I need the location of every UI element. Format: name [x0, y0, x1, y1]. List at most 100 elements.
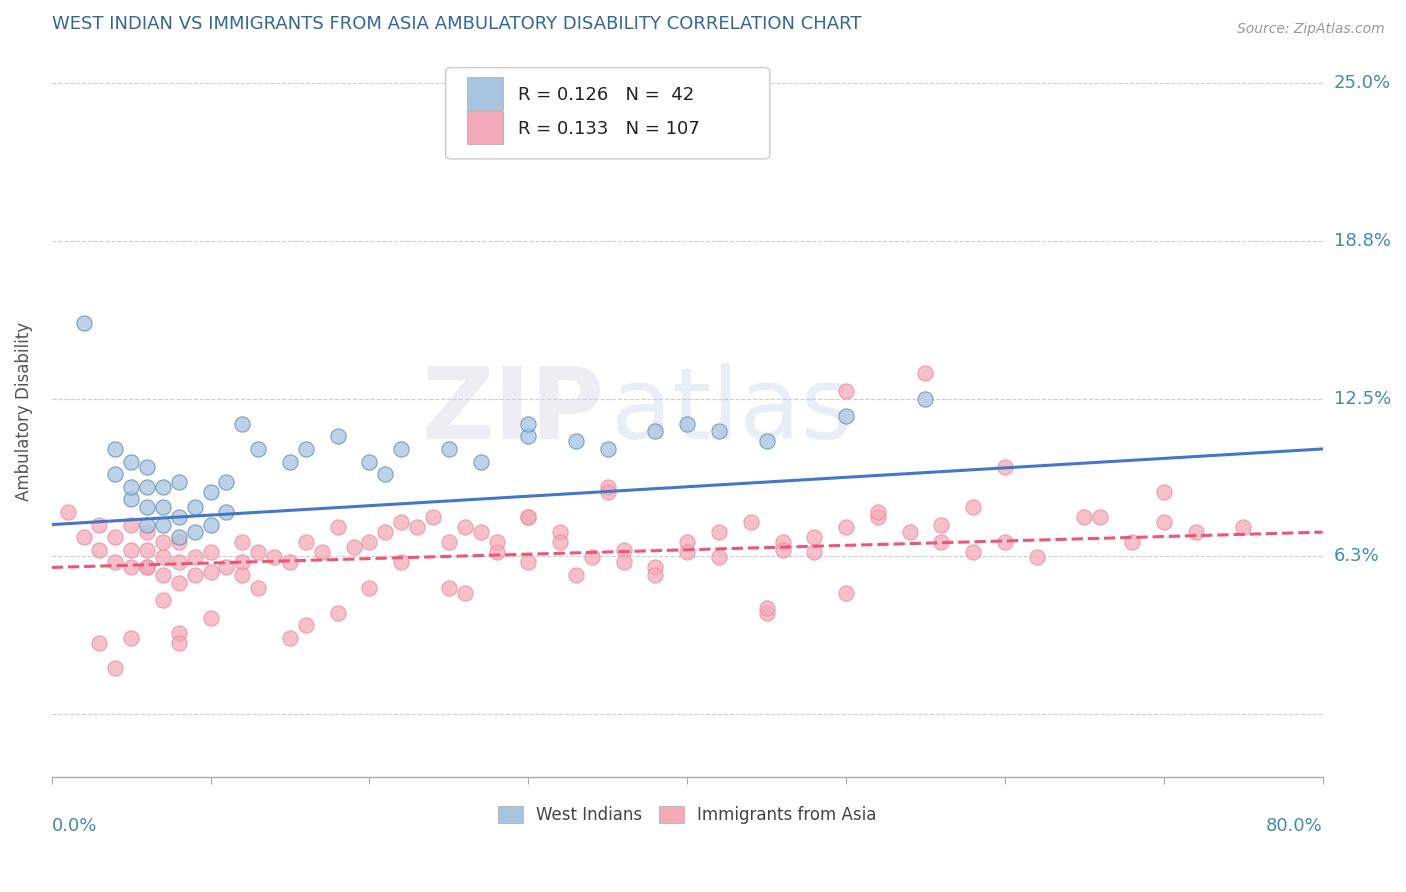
Point — [247, 581, 270, 595]
Point — [406, 520, 429, 534]
Point — [167, 530, 190, 544]
Y-axis label: Ambulatory Disability: Ambulatory Disability — [15, 322, 32, 500]
Point — [1073, 510, 1095, 524]
Point — [72, 316, 94, 330]
Point — [517, 510, 540, 524]
Point — [1153, 515, 1175, 529]
Point — [422, 510, 444, 524]
Text: 0.0%: 0.0% — [52, 817, 97, 835]
Point — [56, 505, 79, 519]
Text: atlas: atlas — [612, 363, 852, 459]
Point — [707, 550, 730, 565]
Point — [565, 434, 588, 449]
Point — [120, 454, 142, 468]
Point — [104, 467, 127, 482]
Point — [359, 454, 381, 468]
Point — [152, 550, 174, 565]
Point — [1121, 535, 1143, 549]
Point — [565, 568, 588, 582]
Point — [866, 505, 889, 519]
Point — [914, 367, 936, 381]
Point — [772, 542, 794, 557]
Point — [231, 417, 253, 431]
Point — [342, 541, 364, 555]
Point — [835, 409, 858, 424]
Point — [120, 542, 142, 557]
Point — [120, 517, 142, 532]
Point — [200, 484, 222, 499]
Point — [644, 425, 666, 439]
Point — [152, 593, 174, 607]
FancyBboxPatch shape — [467, 112, 503, 145]
Point — [120, 480, 142, 494]
Point — [167, 535, 190, 549]
Point — [914, 392, 936, 406]
Point — [136, 500, 159, 514]
Point — [295, 442, 318, 456]
Point — [89, 542, 111, 557]
Point — [120, 631, 142, 645]
Point — [136, 560, 159, 574]
Point — [437, 581, 460, 595]
Point — [359, 581, 381, 595]
Point — [454, 585, 477, 599]
Point — [755, 600, 778, 615]
Point — [152, 480, 174, 494]
Point — [200, 517, 222, 532]
Point — [215, 475, 238, 489]
Point — [755, 606, 778, 620]
Point — [962, 545, 984, 559]
Point — [931, 517, 953, 532]
Point — [1090, 510, 1112, 524]
Point — [136, 480, 159, 494]
Point — [167, 555, 190, 569]
Point — [278, 631, 301, 645]
Point — [835, 520, 858, 534]
Point — [278, 454, 301, 468]
Point — [644, 560, 666, 574]
Text: 12.5%: 12.5% — [1334, 390, 1391, 408]
Point — [278, 555, 301, 569]
Text: 80.0%: 80.0% — [1265, 817, 1323, 835]
Point — [613, 542, 636, 557]
FancyBboxPatch shape — [467, 77, 503, 110]
Point — [866, 510, 889, 524]
Point — [104, 661, 127, 675]
Point — [803, 530, 825, 544]
Point — [835, 585, 858, 599]
Point — [104, 555, 127, 569]
Point — [548, 535, 571, 549]
Point — [183, 568, 205, 582]
Point — [231, 568, 253, 582]
Point — [136, 542, 159, 557]
Point — [676, 545, 699, 559]
Text: WEST INDIAN VS IMMIGRANTS FROM ASIA AMBULATORY DISABILITY CORRELATION CHART: WEST INDIAN VS IMMIGRANTS FROM ASIA AMBU… — [52, 15, 862, 33]
Point — [183, 550, 205, 565]
Point — [89, 636, 111, 650]
FancyBboxPatch shape — [446, 68, 770, 159]
Point — [707, 425, 730, 439]
Text: Source: ZipAtlas.com: Source: ZipAtlas.com — [1237, 22, 1385, 37]
Point — [295, 535, 318, 549]
Point — [247, 545, 270, 559]
Point — [374, 467, 396, 482]
Point — [120, 492, 142, 507]
Text: 18.8%: 18.8% — [1334, 232, 1391, 250]
Point — [994, 535, 1017, 549]
Point — [326, 520, 349, 534]
Point — [772, 535, 794, 549]
Point — [136, 517, 159, 532]
Point — [898, 525, 921, 540]
Legend: West Indians, Immigrants from Asia: West Indians, Immigrants from Asia — [491, 799, 883, 830]
Point — [581, 550, 603, 565]
Text: 25.0%: 25.0% — [1334, 74, 1391, 93]
Point — [136, 459, 159, 474]
Point — [389, 515, 412, 529]
Point — [517, 510, 540, 524]
Point — [1153, 484, 1175, 499]
Point — [596, 484, 619, 499]
Point — [311, 545, 333, 559]
Point — [167, 510, 190, 524]
Point — [120, 560, 142, 574]
Point — [152, 535, 174, 549]
